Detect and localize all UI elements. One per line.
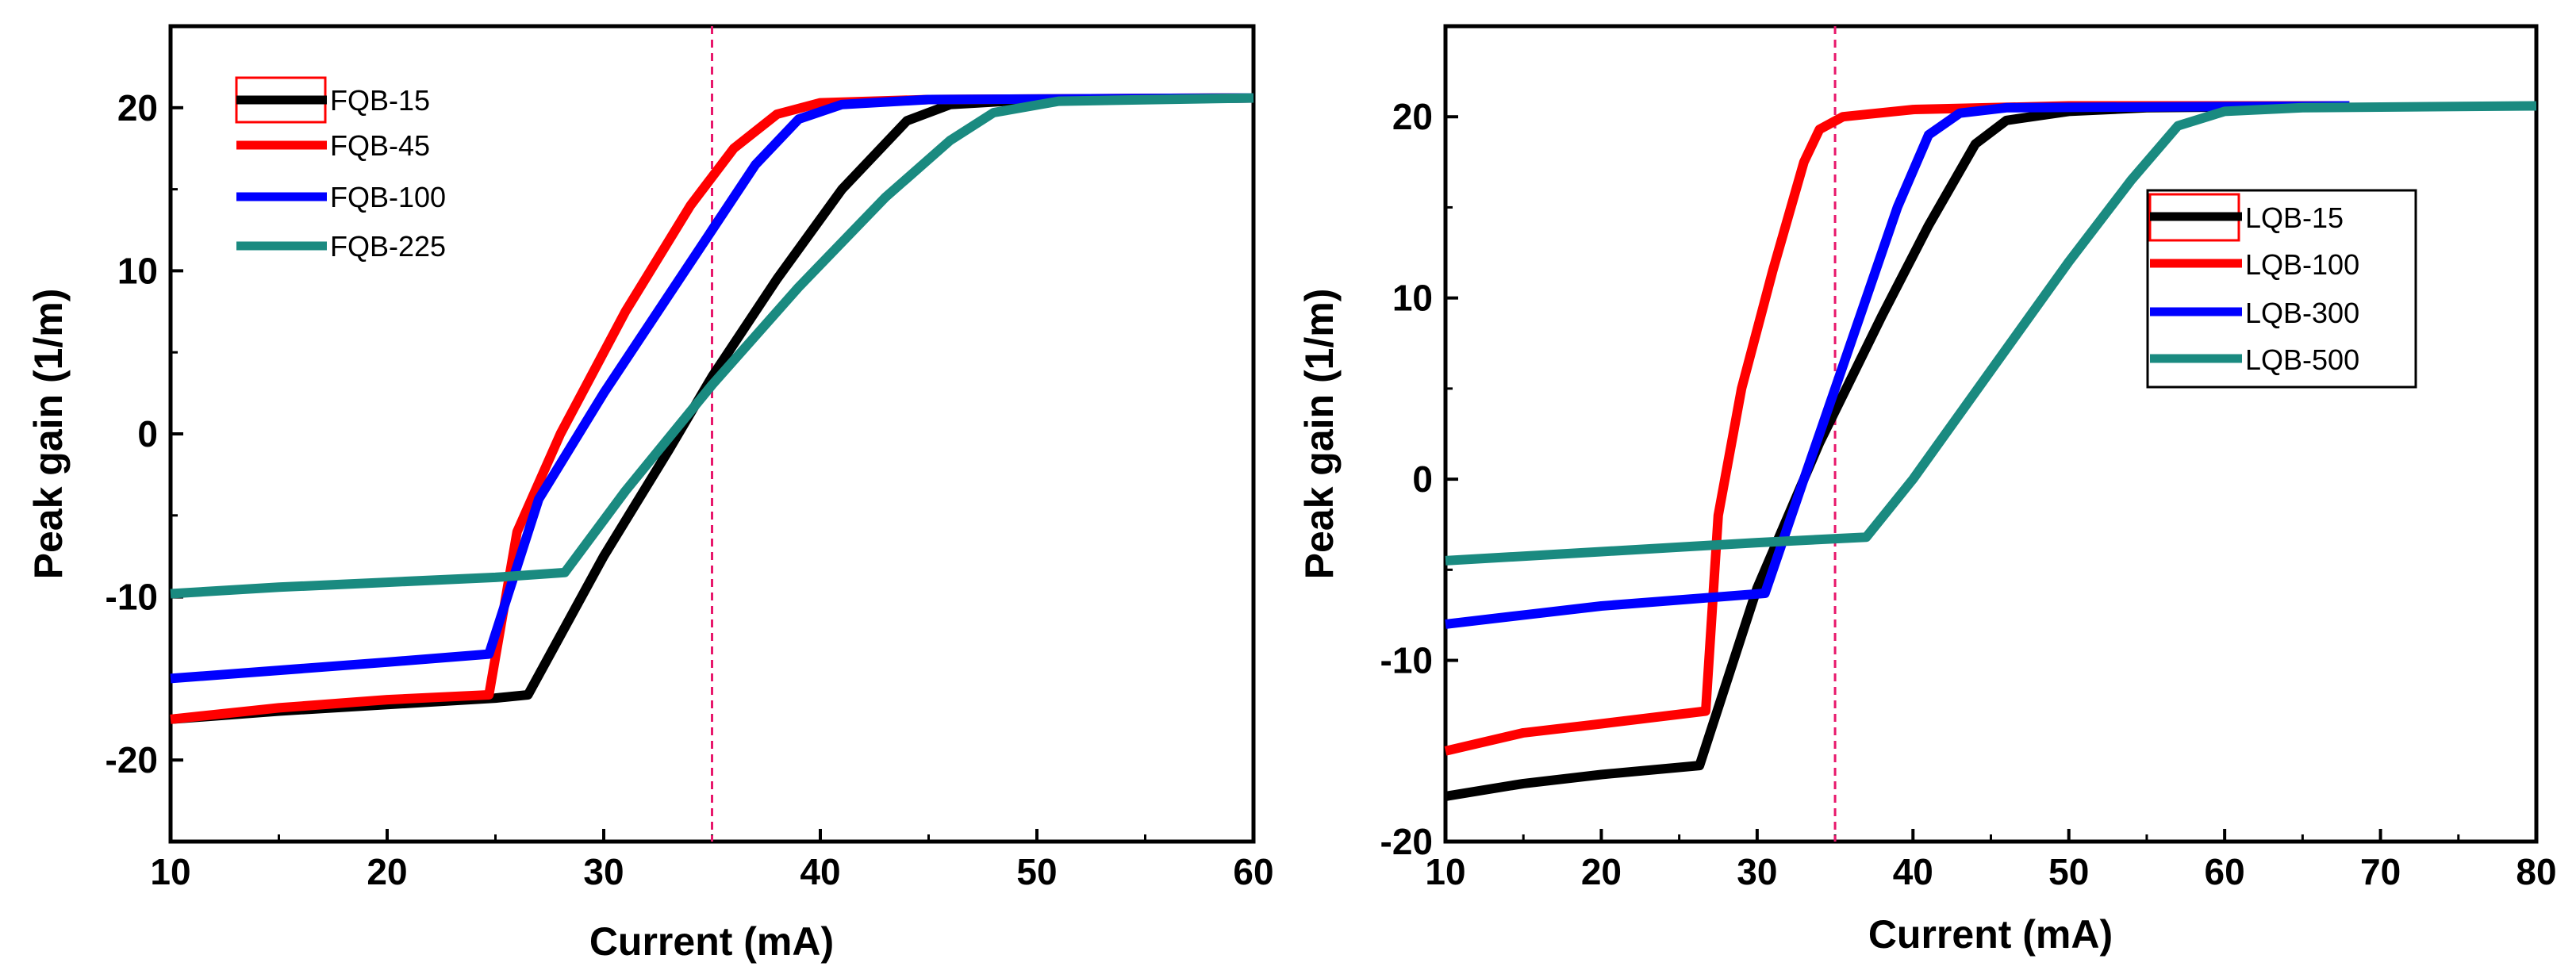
right-x-tick-label: 60 xyxy=(2205,851,2245,892)
left-x-tick-label: 40 xyxy=(800,851,840,892)
right-series-lqb-300 xyxy=(1445,101,2350,629)
right-x-tick-label: 50 xyxy=(2048,851,2089,892)
left-x-tick-label: 50 xyxy=(1016,851,1057,892)
left-y-tick-label: 20 xyxy=(117,87,158,128)
right-legend: LQB-15 LQB-100 LQB-300 LQB-500 xyxy=(2146,189,2417,389)
left-y-tick-label: -20 xyxy=(106,739,158,780)
right-y-axis-title: Peak gain (1/m) xyxy=(1297,289,1342,580)
left-x-tick-label: 30 xyxy=(583,851,624,892)
left-x-axis-title: Current (mA) xyxy=(589,919,834,964)
right-series-lqb-100 xyxy=(1444,101,2350,756)
right-y-tick-label: -10 xyxy=(1380,640,1433,681)
right-legend-label-3: LQB-500 xyxy=(2245,343,2359,376)
right-x-tick-label: 70 xyxy=(2360,851,2401,892)
right-x-tick-label: 80 xyxy=(2516,851,2556,892)
right-chart: 10 20 30 40 50 60 70 80 -20 -10 0 10 20 Current (mA)… xyxy=(1297,24,2557,957)
right-legend-label-2: LQB-300 xyxy=(2245,297,2359,329)
right-y-tick-label: -20 xyxy=(1380,821,1433,862)
right-y-tick-label: 20 xyxy=(1392,96,1433,137)
right-series-lqb-500 xyxy=(1445,101,2537,566)
right-legend-label-0: LQB-15 xyxy=(2245,201,2344,234)
left-x-tick-label: 20 xyxy=(367,851,407,892)
left-legend-label-0: FQB-15 xyxy=(330,84,430,117)
right-y-tick-label: 10 xyxy=(1392,278,1433,319)
right-x-tick-label: 40 xyxy=(1893,851,1933,892)
right-legend-label-1: LQB-100 xyxy=(2245,248,2359,281)
left-y-tick-label: 0 xyxy=(137,413,158,454)
left-chart: 10 20 30 40 50 60 -20 -10 0 10 20 Current (mA) Pea… xyxy=(26,24,1274,964)
left-legend-label-2: FQB-100 xyxy=(330,181,446,213)
left-y-tick-label: -10 xyxy=(106,577,158,618)
left-legend-label-1: FQB-45 xyxy=(330,129,430,162)
left-y-axis-title: Peak gain (1/m) xyxy=(26,289,71,580)
left-series-fqb-225 xyxy=(170,93,1254,599)
left-legend: FQB-15 FQB-45 FQB-100 FQB-225 xyxy=(235,76,446,263)
left-x-tick-label: 60 xyxy=(1233,851,1273,892)
right-y-tick-label: 0 xyxy=(1412,458,1433,500)
left-legend-label-3: FQB-225 xyxy=(330,230,446,263)
right-x-axis-title: Current (mA) xyxy=(1868,912,2113,957)
left-series-fqb-45 xyxy=(170,93,1254,724)
left-x-tick-label: 10 xyxy=(150,851,190,892)
right-x-tick-label: 30 xyxy=(1737,851,1777,892)
right-x-tick-label: 10 xyxy=(1425,851,1465,892)
left-y-tick-label: 10 xyxy=(117,250,158,291)
left-series-fqb-100 xyxy=(170,93,1254,684)
right-x-tick-label: 20 xyxy=(1581,851,1622,892)
